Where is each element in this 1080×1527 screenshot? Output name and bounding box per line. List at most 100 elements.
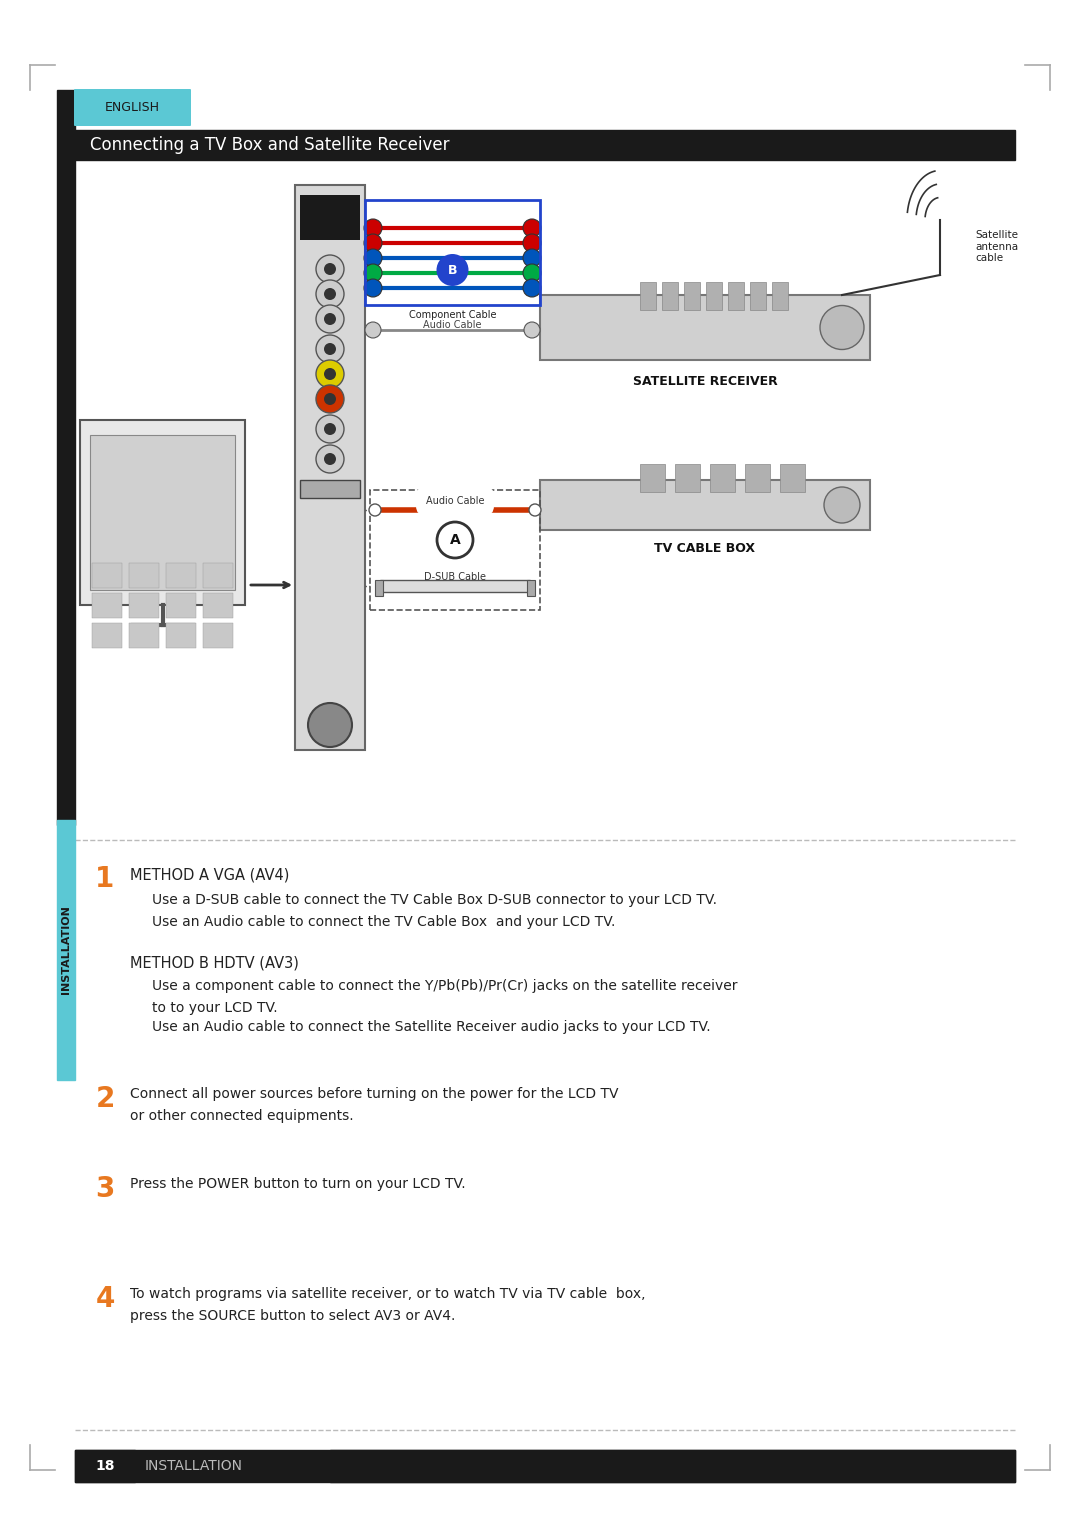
Circle shape — [364, 249, 382, 267]
Bar — [90, 435, 235, 589]
Circle shape — [324, 423, 336, 435]
Bar — [527, 580, 535, 596]
Text: Press the POWER button to turn on your LCD TV.: Press the POWER button to turn on your L… — [130, 1177, 465, 1191]
Text: B: B — [448, 264, 457, 276]
Bar — [300, 479, 360, 498]
Bar — [375, 580, 383, 596]
Circle shape — [324, 263, 336, 275]
Text: 4: 4 — [95, 1286, 114, 1313]
Circle shape — [324, 368, 336, 380]
Circle shape — [523, 279, 541, 296]
Circle shape — [324, 454, 336, 466]
Circle shape — [523, 218, 541, 237]
Circle shape — [364, 264, 382, 282]
Text: Connecting a TV Box and Satellite Receiver: Connecting a TV Box and Satellite Receiv… — [90, 136, 449, 154]
Circle shape — [824, 487, 860, 524]
Text: Use an Audio cable to connect the Satellite Receiver audio jacks to your LCD TV.: Use an Audio cable to connect the Satell… — [152, 1020, 711, 1034]
Bar — [75, 165, 1015, 760]
Bar — [75, 130, 1015, 160]
Text: METHOD B HDTV (AV3): METHOD B HDTV (AV3) — [130, 954, 299, 970]
Bar — [662, 282, 678, 310]
Bar — [365, 200, 540, 305]
Text: Use a D-SUB cable to connect the TV Cable Box D-SUB connector to your LCD TV.: Use a D-SUB cable to connect the TV Cabl… — [152, 893, 717, 907]
Bar — [640, 464, 665, 492]
Bar — [92, 592, 122, 618]
Circle shape — [316, 385, 345, 412]
Text: A: A — [449, 533, 460, 547]
Text: 3: 3 — [95, 1174, 114, 1203]
Circle shape — [437, 522, 473, 557]
Text: 18: 18 — [95, 1458, 114, 1474]
Circle shape — [820, 305, 864, 350]
Circle shape — [316, 444, 345, 473]
Text: Audio Cable: Audio Cable — [426, 496, 484, 505]
Circle shape — [523, 249, 541, 267]
Circle shape — [436, 253, 469, 286]
Text: Satellite
antenna
cable: Satellite antenna cable — [975, 231, 1018, 263]
Bar — [129, 563, 159, 588]
Circle shape — [364, 218, 382, 237]
Circle shape — [316, 334, 345, 363]
Bar — [75, 1451, 135, 1483]
Text: 1: 1 — [95, 864, 114, 893]
Circle shape — [316, 415, 345, 443]
Bar — [750, 282, 766, 310]
Text: SATELLITE RECEIVER: SATELLITE RECEIVER — [633, 376, 778, 388]
Bar — [706, 282, 723, 310]
Bar — [745, 464, 770, 492]
Circle shape — [364, 234, 382, 252]
Bar — [330, 1451, 1015, 1483]
Bar — [710, 464, 735, 492]
Bar — [540, 479, 870, 530]
Bar — [166, 563, 195, 588]
Bar — [92, 623, 122, 647]
Bar — [75, 1451, 1015, 1483]
Text: press the SOURCE button to select AV3 or AV4.: press the SOURCE button to select AV3 or… — [130, 1309, 456, 1322]
Text: 2: 2 — [95, 1086, 114, 1113]
FancyBboxPatch shape — [75, 89, 191, 127]
Circle shape — [364, 279, 382, 296]
Bar — [780, 464, 805, 492]
Circle shape — [523, 234, 541, 252]
Bar — [295, 185, 365, 750]
Bar — [129, 592, 159, 618]
Bar — [728, 282, 744, 310]
Bar — [640, 282, 656, 310]
Bar — [57, 90, 75, 825]
Text: D-SUB Cable: D-SUB Cable — [424, 573, 486, 582]
Circle shape — [324, 313, 336, 325]
Bar — [772, 282, 788, 310]
Circle shape — [316, 305, 345, 333]
Circle shape — [316, 360, 345, 388]
Text: INSTALLATION: INSTALLATION — [145, 1458, 243, 1474]
Text: Audio Cable: Audio Cable — [423, 321, 482, 330]
Bar — [300, 195, 360, 240]
Text: To watch programs via satellite receiver, or to watch TV via TV cable  box,: To watch programs via satellite receiver… — [130, 1287, 646, 1301]
Bar — [166, 592, 195, 618]
Text: Use an Audio cable to connect the TV Cable Box  and your LCD TV.: Use an Audio cable to connect the TV Cab… — [152, 915, 616, 928]
Circle shape — [316, 255, 345, 282]
Text: Component Cable: Component Cable — [408, 310, 496, 321]
Bar — [92, 563, 122, 588]
Circle shape — [529, 504, 541, 516]
Text: Connect all power sources before turning on the power for the LCD TV: Connect all power sources before turning… — [130, 1087, 619, 1101]
Text: to to your LCD TV.: to to your LCD TV. — [152, 1002, 278, 1015]
Circle shape — [524, 322, 540, 337]
Circle shape — [308, 702, 352, 747]
Text: Use a component cable to connect the Y/Pb(Pb)/Pr(Cr) jacks on the satellite rece: Use a component cable to connect the Y/P… — [152, 979, 738, 993]
Circle shape — [523, 264, 541, 282]
Bar — [57, 820, 75, 1080]
Text: TV CABLE BOX: TV CABLE BOX — [654, 542, 756, 554]
Bar — [203, 563, 233, 588]
Text: INSTALLATION: INSTALLATION — [60, 906, 71, 994]
Circle shape — [365, 322, 381, 337]
Bar — [684, 282, 700, 310]
Circle shape — [324, 289, 336, 299]
Bar — [380, 580, 530, 592]
Circle shape — [369, 504, 381, 516]
Text: or other connected equipments.: or other connected equipments. — [130, 1109, 353, 1122]
Bar — [675, 464, 700, 492]
Bar — [203, 592, 233, 618]
Circle shape — [324, 392, 336, 405]
Circle shape — [316, 279, 345, 308]
